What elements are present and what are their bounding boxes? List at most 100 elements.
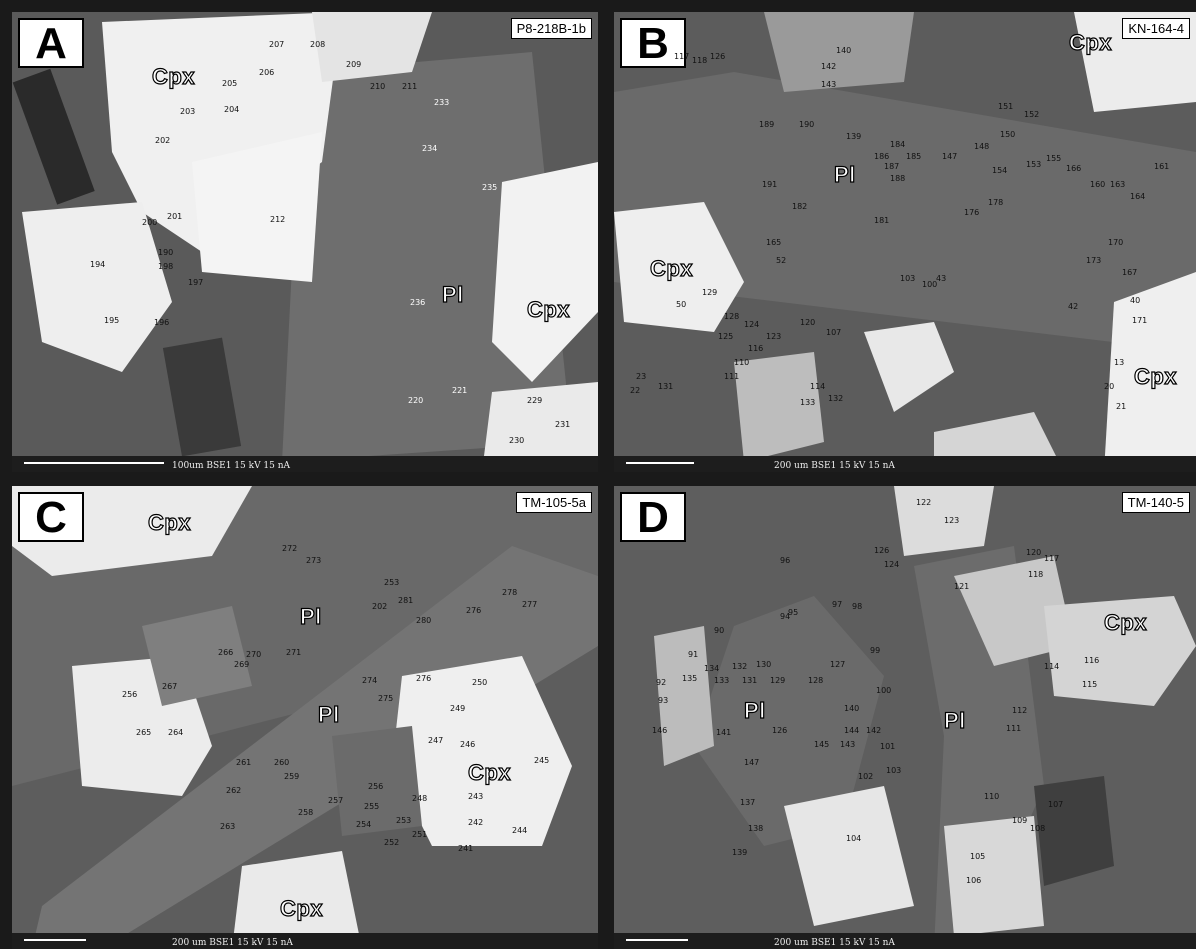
panel-c: C TM-105-5a Cpx Pl Pl Cpx Cpx 272 273 25… <box>12 486 598 949</box>
analysis-point: 242 <box>468 818 484 827</box>
panel-c-image <box>12 486 598 949</box>
analysis-point: 142 <box>866 726 882 735</box>
analysis-point: 128 <box>808 676 824 685</box>
analysis-point: 120 <box>1026 548 1042 557</box>
analysis-point: 201 <box>167 212 183 221</box>
analysis-point: 275 <box>378 694 394 703</box>
mineral-label: Cpx <box>1133 363 1178 389</box>
analysis-point: 269 <box>234 660 250 669</box>
analysis-point: 137 <box>740 798 756 807</box>
analysis-point: 141 <box>716 728 732 737</box>
analysis-point: 117 <box>674 52 690 61</box>
analysis-point: 263 <box>220 822 236 831</box>
analysis-point: 20 <box>1104 382 1115 391</box>
analysis-point: 212 <box>270 215 286 224</box>
analysis-point: 143 <box>840 740 856 749</box>
mineral-label: Cpx <box>147 509 192 535</box>
analysis-point: 173 <box>1086 256 1102 265</box>
info-bar <box>12 933 598 949</box>
analysis-point: 241 <box>458 844 474 853</box>
panel-a: A P8-218B-1b Cpx Cpx Pl 207 208 209 205 … <box>12 12 598 472</box>
sample-label: TM-105-5a <box>516 492 592 513</box>
analysis-point: 23 <box>636 372 647 381</box>
analysis-point: 270 <box>246 650 262 659</box>
analysis-point: 98 <box>852 602 863 611</box>
panel-a-image <box>12 12 598 472</box>
analysis-point: 127 <box>830 660 846 669</box>
analysis-point: 245 <box>534 756 550 765</box>
analysis-point: 129 <box>702 288 718 297</box>
analysis-point: 132 <box>828 394 844 403</box>
scale-info: 200 um BSE1 15 kV 15 nA <box>774 461 895 471</box>
analysis-point: 184 <box>890 140 906 149</box>
analysis-point: 271 <box>286 648 302 657</box>
analysis-point: 203 <box>180 107 196 116</box>
analysis-point: 147 <box>744 758 760 767</box>
analysis-point: 166 <box>1066 164 1082 173</box>
analysis-point: 272 <box>282 544 298 553</box>
analysis-point: 253 <box>396 816 412 825</box>
analysis-point: 140 <box>836 46 852 55</box>
analysis-point: 267 <box>162 682 178 691</box>
analysis-point: 91 <box>688 650 699 659</box>
analysis-point: 124 <box>884 560 900 569</box>
mineral-label: Cpx <box>279 895 324 921</box>
analysis-point: 259 <box>284 772 300 781</box>
analysis-point: 221 <box>452 386 468 395</box>
analysis-point: 110 <box>984 792 1000 801</box>
mineral-label: Pl <box>833 161 856 187</box>
analysis-point: 261 <box>236 758 252 767</box>
analysis-point: 131 <box>658 382 674 391</box>
analysis-point: 251 <box>412 830 428 839</box>
scale-info: 200 um BSE1 15 kV 15 nA <box>172 938 293 948</box>
analysis-point: 256 <box>368 782 384 791</box>
analysis-point: 126 <box>874 546 890 555</box>
analysis-point: 196 <box>154 318 170 327</box>
analysis-point: 208 <box>310 40 326 49</box>
analysis-point: 210 <box>370 82 386 91</box>
analysis-point: 229 <box>527 396 543 405</box>
analysis-point: 254 <box>356 820 372 829</box>
analysis-point: 115 <box>1082 680 1098 689</box>
analysis-point: 118 <box>692 56 708 65</box>
analysis-point: 264 <box>168 728 184 737</box>
mineral-label: Cpx <box>467 759 512 785</box>
info-bar <box>12 456 598 472</box>
scale-bar <box>24 939 86 941</box>
analysis-point: 160 <box>1090 180 1106 189</box>
analysis-point: 260 <box>274 758 290 767</box>
scale-bar <box>626 462 694 464</box>
panel-d: D TM-140-5 Cpx Pl Pl 122 123 126 124 121… <box>614 486 1196 949</box>
analysis-point: 185 <box>906 152 922 161</box>
analysis-point: 126 <box>772 726 788 735</box>
analysis-point: 246 <box>460 740 476 749</box>
panel-d-image <box>614 486 1196 949</box>
analysis-point: 128 <box>724 312 740 321</box>
analysis-point: 145 <box>814 740 830 749</box>
analysis-point: 13 <box>1114 358 1125 367</box>
analysis-point: 132 <box>732 662 748 671</box>
analysis-point: 202 <box>155 136 171 145</box>
analysis-point: 95 <box>788 608 799 617</box>
analysis-point: 206 <box>259 68 275 77</box>
analysis-point: 165 <box>766 238 782 247</box>
mineral-label: Pl <box>317 701 340 727</box>
analysis-point: 134 <box>704 664 720 673</box>
analysis-point: 116 <box>1084 656 1100 665</box>
analysis-point: 120 <box>800 318 816 327</box>
mineral-label: Cpx <box>151 63 196 89</box>
analysis-point: 102 <box>858 772 874 781</box>
analysis-point: 147 <box>942 152 958 161</box>
mineral-label: Pl <box>299 603 322 629</box>
mineral-label: Pl <box>943 707 966 733</box>
analysis-point: 265 <box>136 728 152 737</box>
analysis-point: 121 <box>954 582 970 591</box>
analysis-point: 114 <box>810 382 826 391</box>
analysis-point: 230 <box>509 436 525 445</box>
analysis-point: 42 <box>1068 302 1079 311</box>
analysis-point: 148 <box>974 142 990 151</box>
analysis-point: 278 <box>502 588 518 597</box>
analysis-point: 200 <box>142 218 158 227</box>
analysis-point: 52 <box>776 256 787 265</box>
analysis-point: 114 <box>1044 662 1060 671</box>
